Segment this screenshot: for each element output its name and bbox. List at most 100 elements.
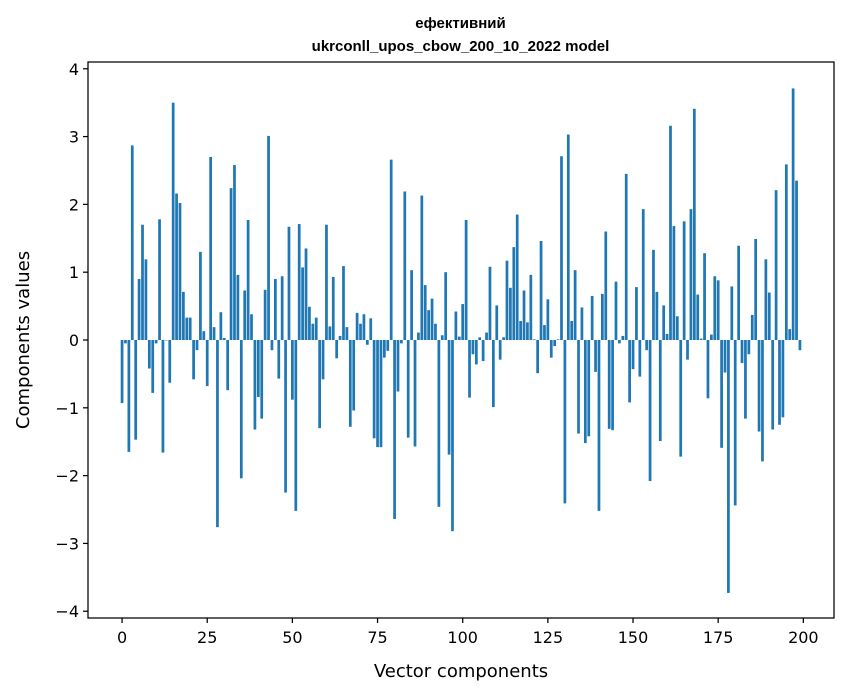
bar-component-1	[124, 340, 127, 344]
bar-component-139	[594, 340, 597, 372]
x-axis-ticks: 0 25 50 75 100 125 150 175 200	[117, 618, 819, 647]
bar-component-31	[226, 340, 230, 391]
bar-component-162	[672, 226, 676, 340]
bar-component-193	[778, 340, 781, 425]
bar-component-99	[457, 336, 461, 340]
bar-component-184	[747, 340, 751, 355]
plot-area-frame	[87, 61, 835, 619]
bar-component-23	[199, 251, 202, 340]
bar-component-190	[767, 292, 771, 340]
y-tick-label: 2	[69, 195, 79, 214]
bar-component-179	[730, 286, 734, 340]
bar-component-91	[430, 298, 434, 340]
bar-component-88	[420, 195, 424, 340]
bar-component-196	[788, 329, 792, 340]
bar-component-144	[611, 340, 614, 431]
bar-component-84	[406, 340, 410, 438]
bar-component-167	[689, 209, 693, 340]
bar-component-176	[720, 340, 723, 448]
bar-component-54	[304, 248, 308, 340]
bar-component-171	[703, 253, 706, 340]
y-tick-label: 1	[69, 263, 79, 282]
bar-component-74	[372, 340, 376, 439]
bar-component-86	[413, 340, 417, 447]
bar-component-152	[638, 340, 642, 377]
bar-component-80	[393, 340, 396, 519]
bar-component-21	[192, 340, 195, 380]
bar-component-113	[505, 260, 509, 340]
bar-component-131	[566, 134, 570, 340]
bar-component-130	[563, 340, 567, 504]
bar-component-149	[628, 340, 631, 403]
bar-component-27	[212, 327, 216, 340]
bar-component-117	[519, 321, 522, 340]
bar-component-46	[277, 340, 281, 379]
bar-component-83	[403, 191, 407, 340]
bar-component-98	[454, 311, 458, 340]
bar-component-79	[389, 159, 393, 340]
x-tick-label: 75	[367, 628, 387, 647]
bar-component-43	[267, 135, 270, 340]
bar-component-95	[444, 272, 448, 340]
bar-component-41	[260, 340, 264, 419]
bar-component-76	[379, 340, 383, 448]
bar-component-116	[515, 214, 519, 340]
bar-component-101	[464, 219, 468, 340]
bar-component-127	[553, 340, 557, 347]
bar-component-11	[158, 219, 161, 340]
bar-component-182	[740, 340, 744, 364]
bar-component-119	[526, 322, 529, 340]
bar-component-147	[621, 335, 625, 340]
bar-component-102	[468, 340, 471, 398]
bar-component-164	[679, 340, 683, 457]
bar-component-78	[386, 340, 390, 351]
x-tick-label: 150	[618, 628, 649, 647]
bar-component-94	[440, 335, 444, 340]
bar-component-50	[291, 340, 294, 400]
bar-component-34	[236, 274, 240, 340]
bar-component-151	[635, 287, 638, 340]
bar-component-12	[161, 340, 165, 453]
bar-component-108	[488, 266, 492, 340]
y-tick-label: −3	[55, 534, 79, 553]
bar-component-133	[573, 270, 577, 340]
bar-component-63	[335, 340, 339, 359]
bar-component-38	[250, 314, 253, 340]
bar-component-59	[321, 340, 325, 380]
bar-component-153	[641, 209, 645, 340]
bar-component-120	[529, 274, 533, 340]
bar-component-0	[120, 340, 124, 404]
bar-component-90	[427, 310, 431, 340]
bar-component-48	[284, 340, 287, 493]
bar-component-81	[396, 340, 400, 392]
bar-component-125	[546, 299, 550, 340]
bar-component-26	[209, 156, 212, 340]
bar-component-137	[587, 340, 591, 437]
bar-component-96	[447, 340, 451, 455]
x-tick-label: 100	[447, 628, 478, 647]
bar-component-29	[219, 312, 223, 340]
bar-component-20	[188, 317, 192, 340]
bar-component-17	[178, 203, 182, 340]
x-tick-label: 0	[117, 628, 127, 647]
bar-component-135	[580, 307, 584, 340]
bar-component-134	[577, 340, 580, 434]
bar-component-73	[369, 318, 373, 340]
bar-component-33	[233, 165, 236, 340]
y-axis-label: Components values	[13, 251, 34, 429]
bar-component-66	[345, 327, 349, 340]
bar-component-143	[607, 340, 611, 429]
bar-component-106	[481, 340, 485, 362]
bar-component-72	[365, 340, 369, 345]
bar-component-49	[287, 226, 291, 340]
bar-component-122	[536, 340, 540, 374]
bar-component-189	[764, 259, 768, 340]
bar-component-154	[645, 340, 649, 351]
y-tick-label: 4	[69, 60, 79, 79]
bar-component-24	[202, 331, 206, 340]
bar-component-114	[509, 287, 512, 340]
bar-component-187	[757, 340, 761, 432]
chart-title-line-2: ukrconll_upos_cbow_200_10_2022 model	[312, 38, 610, 55]
bar-component-197	[791, 88, 795, 340]
